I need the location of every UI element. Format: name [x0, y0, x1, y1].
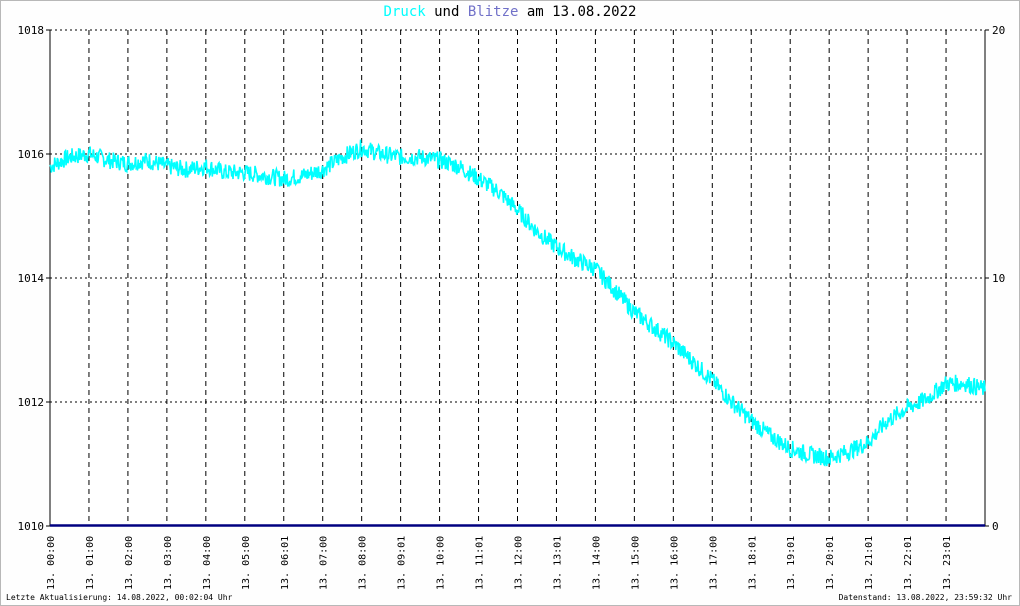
footer-last-update: Letzte Aktualisierung: 14.08.2022, 00:02…	[6, 593, 233, 602]
y-right-tick-label: 20	[992, 24, 1005, 37]
x-tick-label: 13. 00:00	[46, 536, 57, 590]
x-tick-label: 13. 22:01	[903, 536, 914, 590]
x-tick-label: 13. 16:00	[669, 536, 680, 590]
chart-title: Druck und Blitze am 13.08.2022	[0, 4, 1020, 20]
title-date: am 13.08.2022	[518, 4, 637, 20]
x-tick-label: 13. 10:00	[436, 536, 447, 590]
x-tick-label: 13. 20:01	[825, 536, 836, 590]
x-tick-label: 13. 04:00	[202, 536, 213, 590]
x-tick-label: 13. 03:00	[163, 536, 174, 590]
y-left-tick-label: 1010	[18, 520, 45, 533]
title-blitze: Blitze	[467, 4, 519, 20]
y-right-tick-label: 0	[992, 520, 999, 533]
x-tick-label: 13. 11:01	[475, 536, 486, 590]
y-left-tick-label: 1014	[18, 272, 45, 285]
y-left-tick-label: 1012	[18, 396, 45, 409]
x-tick-label: 13. 19:01	[786, 536, 797, 590]
x-tick-label: 13. 01:00	[85, 536, 96, 590]
title-druck: Druck	[383, 4, 426, 20]
x-tick-label: 13. 12:00	[514, 536, 525, 590]
y-right-tick-label: 10	[992, 272, 1005, 285]
x-tick-label: 13. 08:00	[358, 536, 369, 590]
x-tick-label: 13. 07:00	[319, 536, 330, 590]
x-tick-label: 13. 17:00	[708, 536, 719, 590]
x-tick-label: 13. 05:00	[241, 536, 252, 590]
x-tick-label: 13. 14:00	[591, 536, 602, 590]
x-tick-label: 13. 15:00	[630, 536, 641, 590]
y-left-tick-label: 1018	[18, 24, 45, 37]
series-line-druck	[49, 139, 986, 467]
x-tick-label: 13. 02:00	[124, 536, 135, 590]
x-tick-label: 13. 21:01	[864, 536, 875, 590]
x-tick-label: 13. 09:01	[397, 536, 408, 590]
x-tick-label: 13. 18:01	[747, 536, 758, 590]
y-left-tick-label: 1016	[18, 148, 45, 161]
x-tick-label: 13. 06:01	[280, 536, 291, 590]
x-tick-label: 13. 13:01	[552, 536, 563, 590]
title-und: und	[425, 4, 468, 20]
x-tick-label: 13. 23:01	[942, 536, 953, 590]
footer-data-status: Datenstand: 13.08.2022, 23:59:32 Uhr	[838, 593, 1012, 602]
